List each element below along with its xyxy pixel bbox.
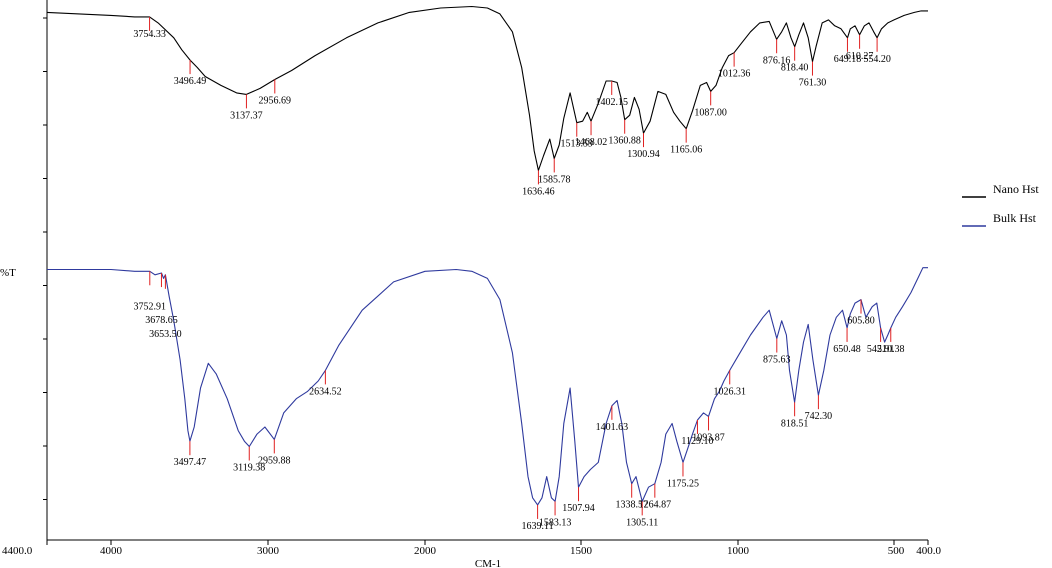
peak-label: 510.38 (877, 344, 905, 355)
x-tick-label: 500 (888, 545, 905, 557)
peak-label: 1401.63 (596, 422, 629, 433)
peak-label: 1639.11 (522, 521, 554, 532)
peak-label: 2956.69 (259, 95, 292, 106)
peak-label: 649.18 (834, 54, 862, 65)
peak-label: 542.91 (867, 344, 895, 355)
peak-label: 1175.25 (667, 478, 699, 489)
peak-label: 3678.65 (145, 315, 178, 326)
peak-label: 1360.88 (608, 136, 641, 147)
y-axis-title: %T (0, 267, 16, 279)
series-line-bulk-hst (47, 267, 928, 506)
peak-label: 2959.88 (258, 455, 291, 466)
peak-label: 1585.78 (538, 174, 571, 185)
peak-label: 1129.10 (681, 436, 713, 447)
peak-label: 3496.49 (174, 76, 207, 87)
x-tick-label: 4000 (100, 545, 123, 557)
x-axis-ticks: 4400.0 4000 3000 2000 1500 1000 500 400.0 (2, 540, 942, 557)
x-tick-label: 1500 (570, 545, 593, 557)
peak-label: 1300.94 (627, 149, 660, 160)
peak-label: 650.48 (833, 344, 861, 355)
x-tick-label: 2000 (414, 545, 437, 557)
peak-label: 1093.87 (692, 432, 725, 443)
peak-label: 875.63 (763, 355, 791, 366)
peak-label: 1305.11 (626, 517, 658, 528)
x-tick-label: 400.0 (916, 545, 941, 557)
x-tick-label: 4400.0 (2, 545, 33, 557)
peak-label: 554.20 (863, 54, 891, 65)
peak-label: 2634.52 (309, 386, 342, 397)
peak-label: 1402.15 (595, 97, 628, 108)
peak-label: 876.16 (763, 55, 791, 66)
peak-label: 1338.57 (615, 500, 648, 511)
peak-label: 1087.00 (694, 107, 727, 118)
legend: Nano Hst Bulk Hst (962, 182, 1039, 227)
peak-label: 761.30 (799, 78, 827, 89)
peak-label: 1165.06 (670, 145, 702, 156)
peak-label: 818.40 (781, 63, 809, 74)
peak-label: 818.51 (781, 418, 809, 429)
peak-label: 1026.31 (713, 386, 746, 397)
peak-label: 610.27 (846, 51, 874, 62)
legend-label: Nano Hst (993, 182, 1039, 196)
peak-labels: 3754.33 3496.49 3137.37 2956.69 1636.461585.… (133, 16, 905, 532)
peak-label: 1513.59 (561, 139, 594, 150)
peak-label: 1468.02 (575, 137, 608, 148)
series-line-nano-hst (46, 5, 928, 171)
peak-label: 3119.38 (233, 463, 265, 474)
peak-label: 3754.33 (133, 29, 166, 40)
peak-label: 605.80 (847, 316, 875, 327)
x-axis-title: CM-1 (475, 558, 501, 568)
x-tick-label: 3000 (257, 545, 280, 557)
peak-label: 3497.47 (174, 457, 207, 468)
peak-label: 742.30 (805, 411, 833, 422)
peak-label: 1264.87 (639, 500, 672, 511)
peak-label: 1012.36 (718, 69, 751, 80)
peak-label: 3752.91 (134, 301, 167, 312)
peak-label: 1507.94 (562, 503, 595, 514)
legend-label: Bulk Hst (993, 211, 1037, 225)
peak-label: 1583.13 (539, 517, 572, 528)
peak-label: 3137.37 (230, 110, 263, 121)
peak-label: 3653.50 (149, 329, 182, 340)
x-tick-label: 1000 (727, 545, 750, 557)
y-axis-ticks (43, 17, 47, 500)
peak-label: 1636.46 (522, 186, 555, 197)
